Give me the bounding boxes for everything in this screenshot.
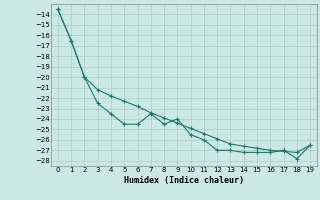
X-axis label: Humidex (Indice chaleur): Humidex (Indice chaleur) (124, 176, 244, 185)
